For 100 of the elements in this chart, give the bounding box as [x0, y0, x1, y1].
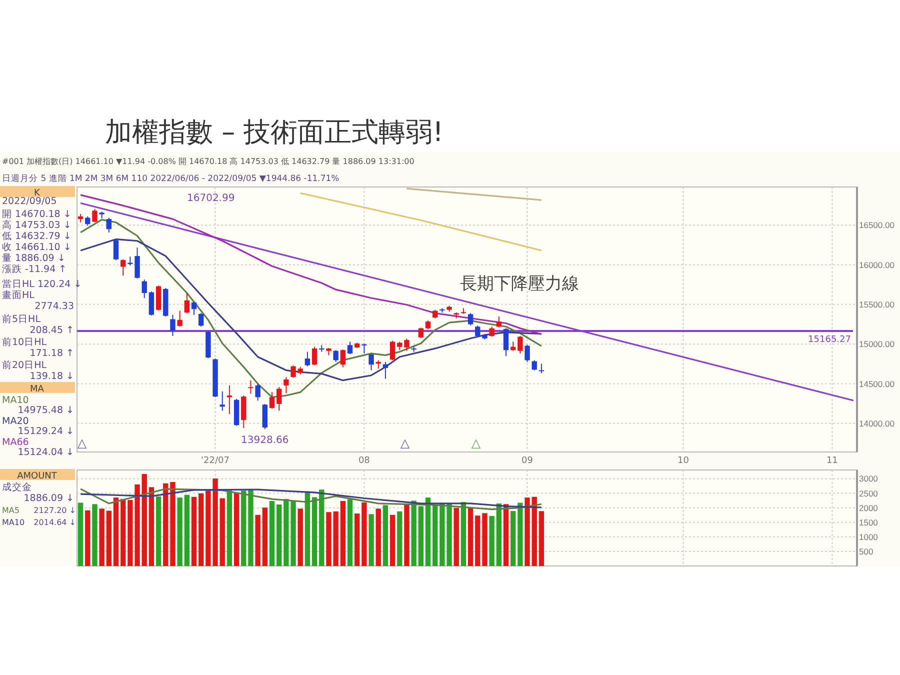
candlestick: [177, 310, 182, 328]
candlestick: [347, 341, 353, 355]
text: 15129.24 ↓: [18, 426, 74, 437]
chart-subtitle: #001 加權指數(日) 14661.10 ▼11.94 -0.08% 開 14670.18 高 14753.03 低 14632.79 量 1886.09 13:31:00: [2, 157, 414, 166]
text: 171.18 ↑: [30, 348, 74, 359]
candlestick: [170, 314, 176, 337]
candlestick: [382, 361, 388, 380]
bar: [354, 513, 360, 566]
text: 14975.48 ↓: [18, 405, 74, 416]
y-tick-label: 500: [859, 546, 874, 556]
y-tick-label: 15000.00: [859, 339, 895, 350]
x-tick-label: '22/07: [201, 456, 230, 466]
bar: [460, 502, 466, 566]
bar: [163, 483, 168, 566]
bar: [510, 511, 516, 566]
candlestick: [524, 344, 530, 362]
bar: [411, 500, 416, 566]
candlestick: [333, 350, 338, 362]
x-tick-label: 10: [678, 456, 690, 466]
text: 2014.64 ↓: [34, 518, 76, 527]
chart-title: 加權指數 – 技術面正式轉弱!: [105, 117, 444, 148]
bar: [524, 498, 530, 566]
bar: [170, 482, 176, 566]
annotation: 16702.99: [187, 193, 235, 204]
candlestick: [418, 327, 424, 339]
text: 畫面HL: [2, 289, 36, 301]
text: MA: [30, 384, 45, 394]
bar: [142, 474, 147, 566]
candlestick: [184, 292, 190, 314]
text: K: [34, 188, 42, 198]
bar: [269, 501, 275, 566]
y-tick-label: 3000: [859, 474, 878, 484]
bar: [340, 501, 346, 566]
bar: [226, 490, 232, 566]
candlestick: [390, 340, 396, 361]
bar: [177, 498, 182, 566]
text: 漲跌 -11.94 ↑: [2, 263, 67, 275]
y-tick-label: 16000.00: [859, 260, 895, 270]
bar: [113, 498, 119, 566]
bar: [532, 496, 537, 566]
candlestick: [142, 279, 147, 298]
text: 15124.04 ↓: [18, 447, 74, 458]
candlestick: [290, 364, 296, 378]
y-tick-label: 14000.00: [859, 418, 895, 428]
bar: [78, 502, 84, 566]
bar: [496, 503, 502, 566]
text: 低 14632.79 ↓: [2, 231, 72, 242]
text: 開 14670.18 ↓: [2, 209, 72, 220]
bar: [106, 510, 112, 566]
bar: [248, 490, 254, 566]
line-series: [80, 194, 542, 336]
candlestick: [262, 403, 268, 430]
bar: [454, 508, 459, 566]
text: 2022/09/05: [2, 196, 57, 207]
bar: [390, 514, 396, 566]
bar: [312, 497, 318, 566]
annotation: △: [77, 436, 88, 450]
annotation: △: [400, 436, 410, 450]
x-tick-label: 08: [358, 456, 370, 466]
bar: [120, 498, 126, 566]
candlestick: [368, 352, 374, 371]
bar: [382, 505, 388, 566]
x-tick-label: 09: [522, 456, 534, 466]
candlestick: [269, 392, 275, 410]
annotation: △: [471, 436, 482, 450]
candlestick: [106, 217, 112, 233]
candlestick: [92, 208, 98, 223]
candlestick: [362, 342, 367, 354]
candlestick: [475, 325, 480, 338]
candlestick: [198, 312, 204, 328]
x-tick-label: 11: [826, 456, 838, 466]
bar: [432, 505, 438, 566]
candlestick: [404, 338, 410, 352]
candlestick: [304, 351, 310, 367]
bar: [397, 511, 402, 566]
candlestick: [532, 360, 537, 371]
bar: [489, 516, 494, 566]
bar: [482, 513, 488, 566]
candlestick: [538, 363, 544, 374]
candlestick: [148, 290, 154, 316]
text: MA20: [2, 416, 29, 427]
candlestick: [255, 383, 260, 402]
candlestick: [191, 300, 197, 316]
text: MA5: [2, 506, 20, 515]
candlestick: [284, 376, 289, 394]
bar: [418, 506, 424, 566]
text: MA10: [2, 395, 29, 406]
bar: [362, 502, 367, 566]
candlestick: [156, 285, 162, 311]
bar: [234, 493, 240, 566]
y-tick-label: 15500.00: [859, 299, 895, 310]
text: 2127.20 ↓: [34, 506, 76, 515]
bar: [92, 504, 98, 566]
y-tick-label: 2500: [859, 488, 878, 498]
y-tick-label: 1500: [859, 517, 878, 528]
bar: [255, 514, 260, 566]
candlestick: [85, 216, 90, 226]
bar: [503, 504, 509, 566]
text: 高 14753.03 ↓: [2, 219, 72, 231]
candlestick: [503, 328, 509, 357]
